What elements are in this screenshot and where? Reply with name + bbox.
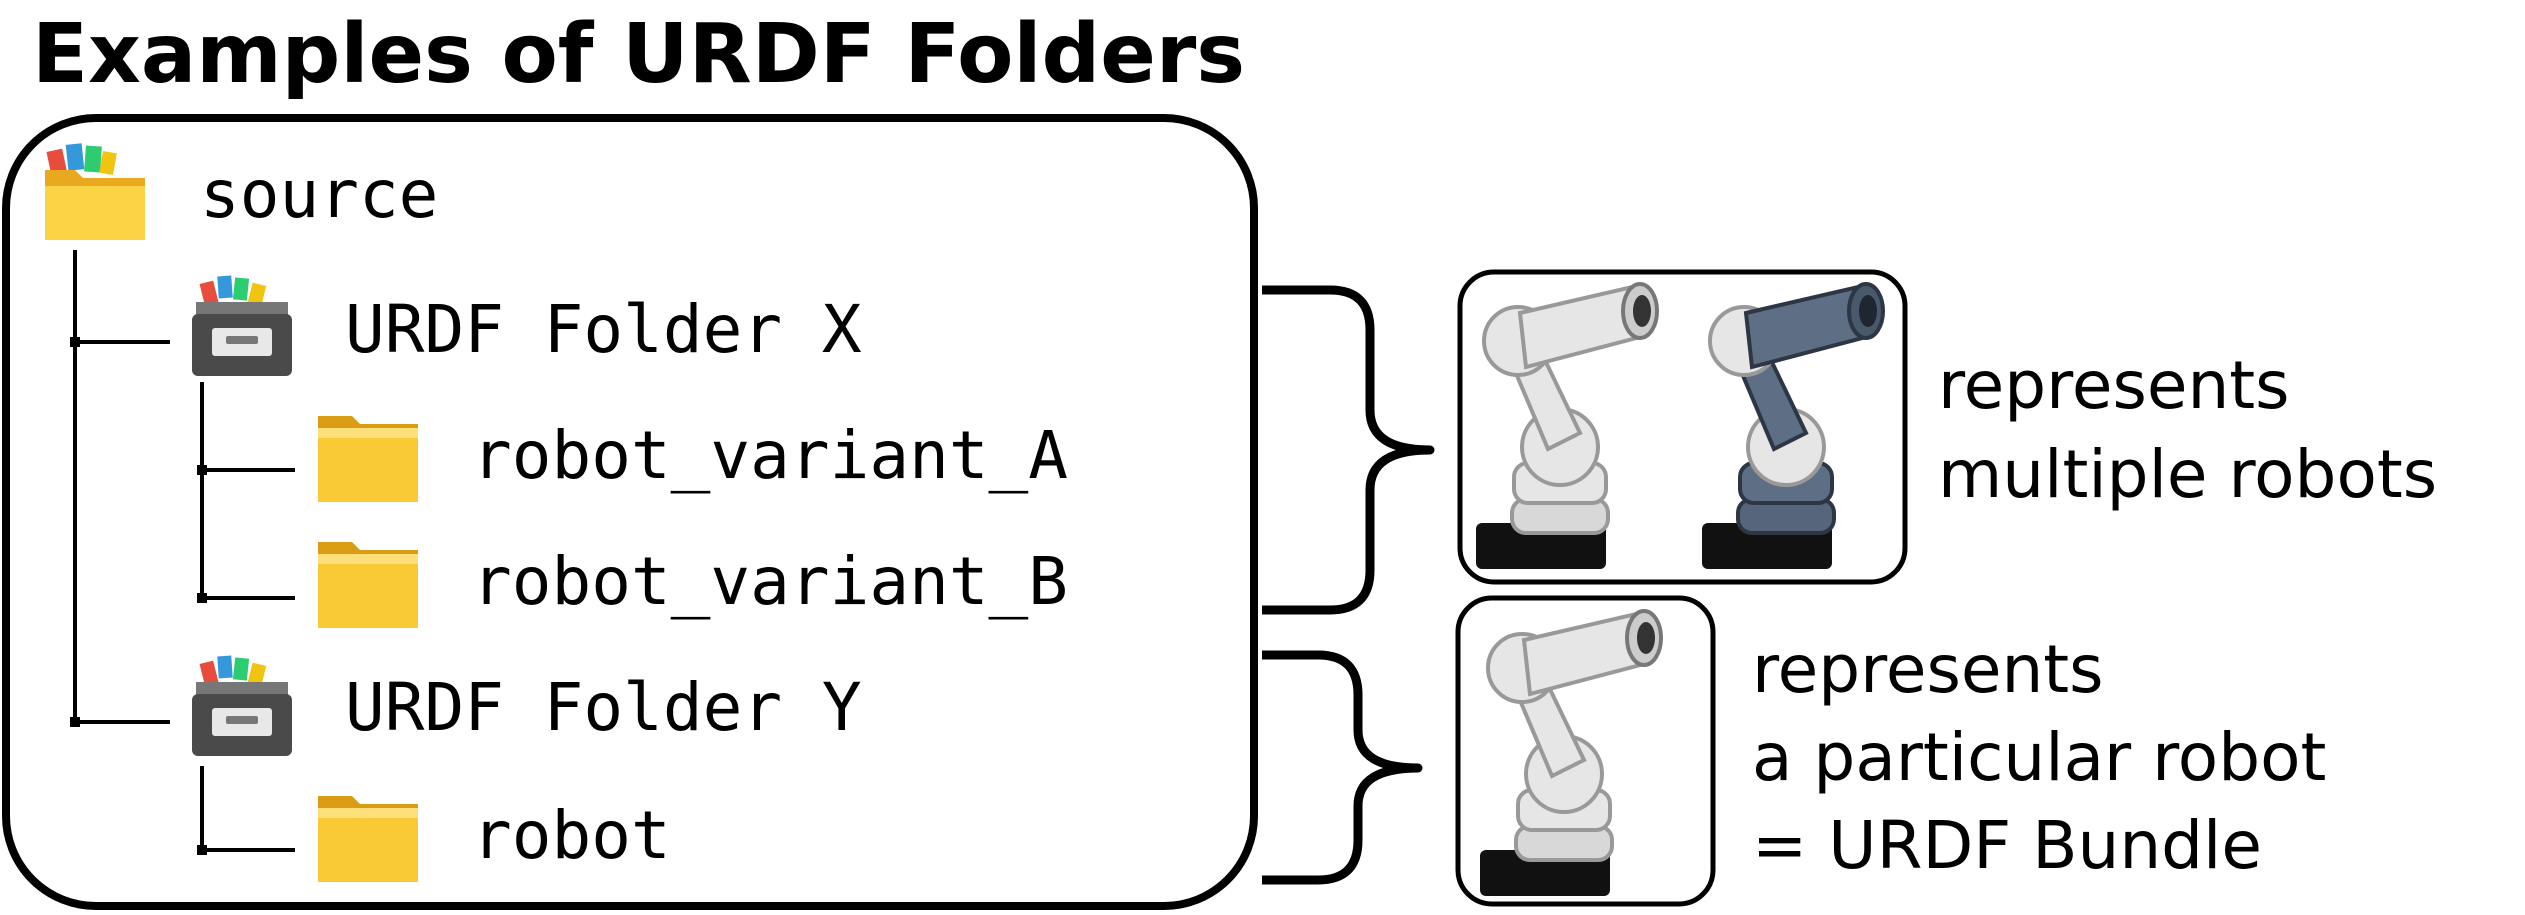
folder-label: robot_variant_B xyxy=(472,543,1068,620)
diagram-title: Examples of URDF Folders xyxy=(32,7,1245,102)
brace-top xyxy=(1262,285,1435,615)
folder-label: robot xyxy=(472,797,671,874)
annotation-multiple: represents multiple robots xyxy=(1938,347,2437,513)
annotation-line: = URDF Bundle xyxy=(1752,807,2262,884)
tree-connectors xyxy=(73,250,295,852)
annotation-line: represents xyxy=(1938,347,2290,424)
tree-group-x: URDF Folder X xyxy=(192,275,862,376)
tree-group-y: URDF Folder Y xyxy=(192,655,862,756)
file-cabinet-icon xyxy=(192,275,292,376)
annotation-line: multiple robots xyxy=(1938,436,2437,513)
open-folder-icon xyxy=(45,143,145,240)
group-label: URDF Folder Y xyxy=(345,669,862,746)
robot-arm-dark-icon xyxy=(1700,282,1885,571)
folder-label: robot_variant_A xyxy=(472,417,1068,494)
folder-icon xyxy=(318,796,418,882)
annotation-line: a particular robot xyxy=(1752,719,2326,796)
tree-item-variant-b: robot_variant_B xyxy=(318,542,1068,628)
folder-tree-frame xyxy=(2,114,1258,910)
group-label: URDF Folder X xyxy=(345,291,862,368)
file-cabinet-icon xyxy=(192,655,292,756)
folder-icon xyxy=(318,542,418,628)
folder-icon xyxy=(318,416,418,502)
annotation-particular: represents a particular robot = URDF Bun… xyxy=(1752,631,2326,884)
robot-arm-light-icon xyxy=(1474,282,1659,571)
annotation-line: represents xyxy=(1752,631,2104,708)
robots-box-single xyxy=(1455,595,1716,907)
robot-arm-light-icon xyxy=(1478,609,1663,898)
tree-item-variant-a: robot_variant_A xyxy=(318,416,1068,502)
tree-connector-dots xyxy=(70,337,207,855)
robots-box-multiple xyxy=(1457,269,1908,585)
brace-bottom xyxy=(1262,650,1423,885)
tree-root: source xyxy=(45,143,438,240)
root-folder-label: source xyxy=(200,156,438,233)
tree-item-robot: robot xyxy=(318,796,671,882)
